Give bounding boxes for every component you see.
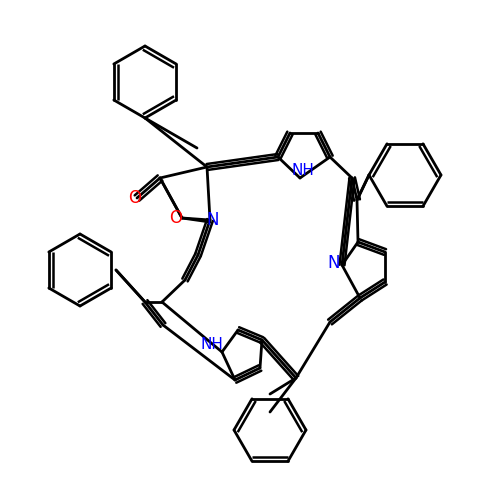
Text: O: O bbox=[128, 189, 141, 207]
Text: NH: NH bbox=[291, 163, 314, 178]
Text: O: O bbox=[170, 209, 182, 227]
Text: NH: NH bbox=[200, 337, 224, 352]
Text: N: N bbox=[206, 211, 219, 229]
Text: N: N bbox=[327, 254, 340, 272]
